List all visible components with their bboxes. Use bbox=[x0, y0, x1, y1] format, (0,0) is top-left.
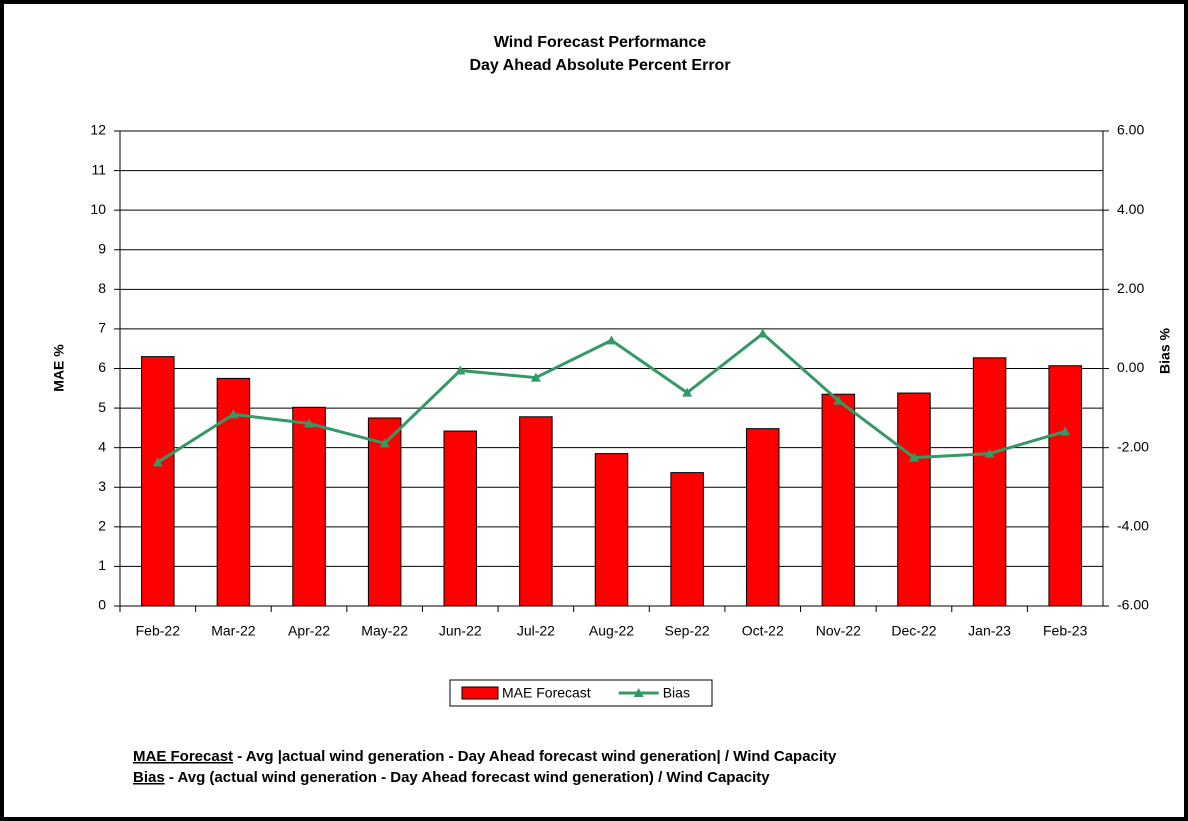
y-tick-label: 3 bbox=[98, 478, 106, 494]
bar bbox=[670, 472, 704, 607]
legend-label: MAE Forecast bbox=[502, 685, 591, 701]
footnote-text: - Avg |actual wind generation - Day Ahea… bbox=[233, 748, 837, 765]
footnote: Bias - Avg (actual wind generation - Day… bbox=[133, 769, 770, 786]
y2-tick-label: -2.00 bbox=[1117, 438, 1149, 454]
y-tick-label: 5 bbox=[98, 399, 106, 415]
y2-tick-label: 6.00 bbox=[1117, 122, 1144, 138]
y2-tick-label: 2.00 bbox=[1117, 280, 1144, 296]
y2-tick-label: -4.00 bbox=[1117, 518, 1149, 534]
x-tick-label: Feb-22 bbox=[136, 623, 181, 639]
x-tick-label: Feb-23 bbox=[1043, 623, 1088, 639]
legend-label: Bias bbox=[663, 685, 690, 701]
y-tick-label: 4 bbox=[98, 438, 106, 454]
y2-axis-label: Bias % bbox=[1157, 327, 1173, 373]
x-tick-label: Mar-22 bbox=[211, 623, 256, 639]
x-tick-label: Sep-22 bbox=[665, 623, 710, 639]
y-tick-label: 6 bbox=[98, 359, 106, 375]
marker bbox=[530, 372, 541, 382]
x-tick-label: Jun-22 bbox=[439, 623, 482, 639]
marker bbox=[455, 365, 466, 375]
legend-marker bbox=[633, 688, 644, 697]
footnote: MAE Forecast - Avg |actual wind generati… bbox=[133, 748, 837, 765]
y-tick-label: 9 bbox=[98, 240, 106, 256]
marker bbox=[152, 457, 163, 467]
marker bbox=[757, 328, 768, 338]
marker bbox=[606, 335, 617, 345]
y-tick-label: 0 bbox=[98, 597, 106, 613]
chart-title: Wind Forecast Performance bbox=[494, 34, 706, 51]
x-tick-label: Jan-23 bbox=[968, 623, 1011, 639]
bar bbox=[292, 406, 326, 607]
x-tick-label: Apr-22 bbox=[288, 623, 330, 639]
y-tick-label: 8 bbox=[98, 280, 106, 296]
bar bbox=[367, 417, 402, 607]
marker bbox=[304, 418, 315, 428]
chart-subtitle: Day Ahead Absolute Percent Error bbox=[469, 57, 730, 74]
y-tick-label: 2 bbox=[98, 518, 106, 534]
legend-swatch bbox=[461, 686, 499, 700]
marker bbox=[984, 448, 995, 458]
marker bbox=[908, 452, 919, 462]
x-tick-label: Oct-22 bbox=[742, 623, 784, 639]
x-tick-label: May-22 bbox=[361, 623, 408, 639]
y-tick-label: 10 bbox=[90, 201, 106, 217]
y-tick-label: 11 bbox=[91, 161, 106, 177]
y-tick-label: 1 bbox=[98, 557, 106, 573]
marker bbox=[682, 387, 693, 397]
marker bbox=[228, 409, 239, 419]
bar bbox=[972, 357, 1007, 607]
footnote-text: - Avg (actual wind generation - Day Ahea… bbox=[165, 769, 771, 786]
marker bbox=[379, 438, 390, 448]
footnote-term: MAE Forecast bbox=[133, 748, 233, 765]
x-tick-label: Aug-22 bbox=[589, 623, 634, 639]
y2-tick-label: 0.00 bbox=[1117, 359, 1144, 375]
y-tick-label: 7 bbox=[98, 320, 106, 336]
footnote-term: Bias bbox=[133, 769, 165, 786]
x-tick-label: Dec-22 bbox=[891, 623, 936, 639]
bar bbox=[745, 428, 780, 607]
y-tick-label: 12 bbox=[90, 122, 106, 138]
x-tick-label: Jul-22 bbox=[517, 623, 555, 639]
marker bbox=[833, 395, 844, 405]
y-axis-label: MAE % bbox=[51, 344, 67, 392]
y2-tick-label: -6.00 bbox=[1117, 597, 1149, 613]
bar bbox=[519, 416, 553, 607]
marker bbox=[1060, 426, 1071, 436]
bar bbox=[821, 393, 856, 607]
bar bbox=[1048, 365, 1082, 607]
bar bbox=[897, 392, 931, 607]
bar bbox=[594, 453, 629, 607]
bar bbox=[443, 430, 478, 607]
x-tick-label: Nov-22 bbox=[816, 623, 861, 639]
bar bbox=[141, 356, 175, 607]
y2-tick-label: 4.00 bbox=[1117, 201, 1144, 217]
